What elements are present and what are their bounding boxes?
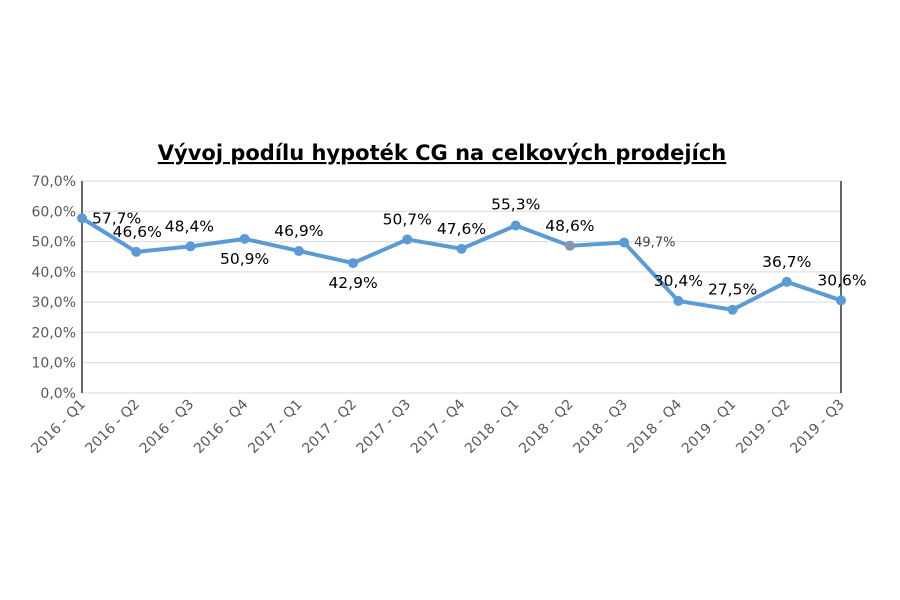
x-tick-label: 2016 - Q3 <box>137 397 197 457</box>
y-tick-label: 60,0% <box>32 204 76 220</box>
x-tick-label: 2018 - Q4 <box>625 396 686 457</box>
x-tick-label: 2019 - Q2 <box>733 397 793 457</box>
data-point-marker <box>77 213 87 224</box>
x-tick-label: 2019 - Q1 <box>679 397 739 457</box>
x-tick-label: 2017 - Q2 <box>299 397 359 457</box>
data-point-marker <box>402 234 413 245</box>
data-label: 49,7% <box>634 235 675 250</box>
data-label: 48,6% <box>545 217 594 235</box>
y-tick-label: 20,0% <box>32 325 76 341</box>
data-label: 36,7% <box>762 253 811 271</box>
x-tick-label: 2018 - Q3 <box>571 397 631 457</box>
chart-title: Vývoj podílu hypoték CG na celkových pro… <box>158 141 726 165</box>
data-point-marker <box>348 258 359 269</box>
x-tick-label: 2018 - Q1 <box>462 397 522 457</box>
data-label: 46,9% <box>274 222 323 240</box>
y-tick-label: 10,0% <box>32 356 76 372</box>
data-label: 47,6% <box>437 220 486 238</box>
data-point-marker <box>456 243 467 254</box>
x-tick-label: 2016 - Q4 <box>191 396 252 457</box>
x-tick-label: 2019 - Q3 <box>787 397 847 457</box>
data-point-marker <box>727 304 738 315</box>
x-tick-label: 2017 - Q3 <box>354 397 414 457</box>
y-tick-label: 40,0% <box>32 265 76 281</box>
y-tick-label: 50,0% <box>32 235 76 251</box>
data-label: 55,3% <box>491 196 540 214</box>
y-tick-label: 70,0% <box>32 174 76 190</box>
x-tick-label: 2016 - Q2 <box>83 397 143 457</box>
x-tick-label: 2017 - Q1 <box>245 397 305 457</box>
data-point-marker <box>564 240 575 251</box>
data-point-marker <box>510 220 521 231</box>
data-point-marker <box>673 295 684 306</box>
data-point-marker <box>185 241 196 252</box>
data-label: 46,6% <box>113 223 162 241</box>
data-point-marker <box>836 295 846 306</box>
data-label: 57,7% <box>92 209 141 227</box>
x-tick-label: 2018 - Q2 <box>516 397 576 457</box>
data-point-marker <box>239 233 250 244</box>
y-tick-label: 30,0% <box>32 295 76 311</box>
data-label: 30,6% <box>817 271 866 289</box>
data-label: 50,9% <box>220 250 269 268</box>
data-label: 42,9% <box>328 274 377 292</box>
x-tick-label: 2017 - Q4 <box>408 396 469 457</box>
y-tick-label: 0,0% <box>40 386 76 402</box>
data-point-marker <box>781 276 792 287</box>
data-point-marker <box>131 246 142 257</box>
data-label: 50,7% <box>383 210 432 228</box>
data-point-marker <box>293 245 304 256</box>
data-point-marker <box>619 237 630 248</box>
x-tick-label: 2016 - Q1 <box>28 397 88 457</box>
data-label: 27,5% <box>708 281 757 299</box>
data-label: 48,4% <box>165 217 214 235</box>
data-label: 30,4% <box>654 272 703 290</box>
